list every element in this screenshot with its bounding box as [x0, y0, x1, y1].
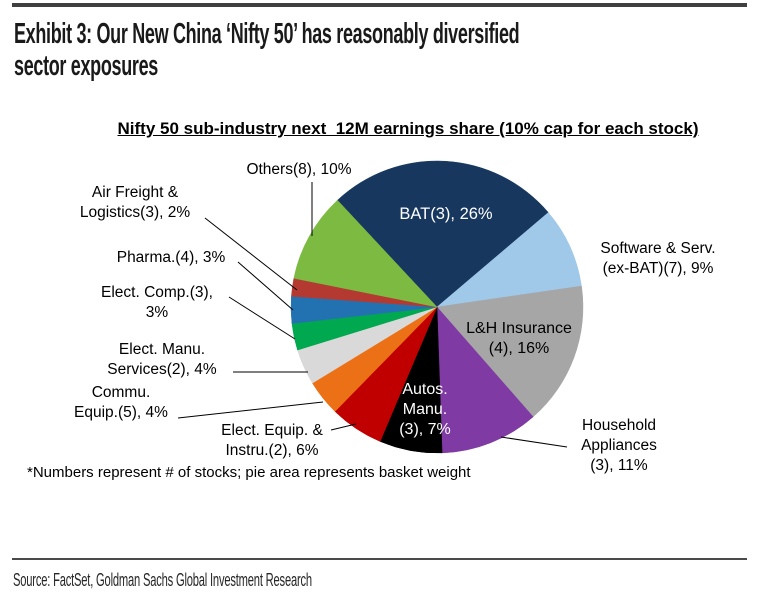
exhibit-title-line2: sector exposures — [14, 50, 158, 82]
slice-label-line: Software & Serv. — [600, 240, 716, 257]
chart-footnote: *Numbers represent # of stocks; pie area… — [27, 464, 471, 481]
leader-line-commu — [177, 401, 324, 419]
pie-slice-others — [293, 199, 438, 308]
slice-label-elect-comp: Elect. Comp.(3), 3% — [101, 283, 213, 323]
slice-label-line: Elect. Equip. & — [221, 422, 323, 439]
slice-label-lh-insurance: L&H Insurance (4), 16% — [466, 319, 572, 359]
leader-line-household — [500, 436, 568, 448]
slice-label-bat: BAT(3), 26% — [399, 204, 492, 224]
slice-label-line: Others(8), 10% — [246, 161, 352, 178]
slice-label-line: Manu. — [402, 401, 448, 418]
slice-label-line: Household — [581, 417, 657, 434]
exhibit-title-line1: Exhibit 3: Our New China ‘Nifty 50’ has … — [14, 18, 520, 50]
exhibit-title: Exhibit 3: Our New China ‘Nifty 50’ has … — [14, 18, 520, 82]
pie-slice-bat — [337, 160, 549, 308]
slice-label-line: (4), 16% — [488, 340, 550, 357]
pie-slice-household — [436, 306, 534, 454]
slice-label-software: Software & Serv. (ex-BAT)(7), 9% — [600, 239, 715, 279]
pie-slice-lh-insurance — [436, 285, 584, 418]
source-line: Source: FactSet, Goldman Sachs Global In… — [13, 570, 312, 590]
slice-label-elect-equip: Elect. Equip. & Instru.(2), 6% — [221, 421, 323, 461]
slice-label-line: Pharma.(4), 3% — [116, 249, 226, 266]
slice-label-air-freight: Air Freight & Logistics(3), 2% — [80, 183, 190, 223]
slice-label-household: Household Appliances (3), 11% — [581, 416, 657, 476]
slice-label-line: (ex-BAT)(7), 9% — [602, 260, 714, 277]
slice-label-line: Equip.(5), 4% — [74, 404, 168, 421]
slice-label-line: L&H Insurance — [466, 320, 572, 337]
slice-label-line: BAT(3), 26% — [399, 205, 493, 223]
leader-line-elect-equip — [330, 423, 357, 431]
top-divider — [12, 3, 747, 7]
slice-label-line: Appliances — [581, 437, 657, 454]
slice-label-pharma: Pharma.(4), 3% — [117, 248, 226, 268]
slice-label-line: Services(2), 4% — [107, 361, 217, 378]
slice-label-line: Logistics(3), 2% — [79, 204, 191, 221]
slice-label-autos: Autos. Manu. (3), 7% — [399, 380, 451, 440]
leader-line-air-freight — [204, 217, 298, 291]
slice-label-line: Elect. Comp.(3), — [101, 284, 213, 301]
slice-label-elect-manu: Elect. Manu. Services(2), 4% — [107, 340, 216, 380]
slice-label-line: (3), 7% — [399, 421, 451, 438]
chart-title: Nifty 50 sub-industry next 12M earnings … — [117, 119, 699, 138]
pie-slice-software — [436, 212, 582, 308]
slice-label-line: 3% — [145, 304, 169, 321]
leader-line-elect-comp — [228, 296, 296, 340]
slice-label-others: Others(8), 10% — [246, 160, 351, 180]
leader-line-pharma — [237, 261, 294, 311]
slice-label-line: (3), 11% — [590, 457, 648, 474]
slice-label-line: Commu. — [91, 384, 151, 401]
slice-label-line: Autos. — [402, 381, 448, 398]
bottom-divider — [12, 558, 747, 560]
slice-label-line: Air Freight & — [91, 184, 179, 201]
slice-label-line: Instru.(2), 6% — [225, 442, 319, 459]
slice-label-line: Elect. Manu. — [118, 341, 206, 358]
slice-label-commu: Commu. Equip.(5), 4% — [74, 383, 168, 423]
